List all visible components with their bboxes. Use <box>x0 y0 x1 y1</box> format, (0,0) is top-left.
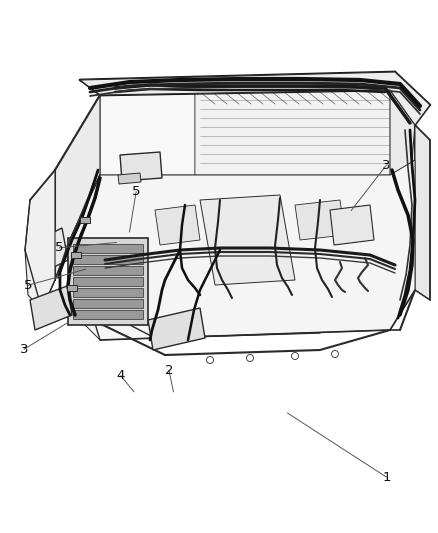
Polygon shape <box>30 286 72 330</box>
Polygon shape <box>155 205 200 245</box>
Bar <box>71 252 81 258</box>
Polygon shape <box>73 277 143 286</box>
Polygon shape <box>73 288 143 297</box>
Text: 5: 5 <box>55 241 64 254</box>
Bar <box>80 217 90 223</box>
Polygon shape <box>118 173 141 184</box>
Polygon shape <box>73 255 143 264</box>
Polygon shape <box>329 205 373 245</box>
Text: 1: 1 <box>381 471 390 483</box>
Polygon shape <box>120 152 162 181</box>
Polygon shape <box>148 308 205 350</box>
Circle shape <box>164 318 186 340</box>
Polygon shape <box>73 244 143 253</box>
Polygon shape <box>25 170 55 310</box>
Polygon shape <box>294 200 344 240</box>
Polygon shape <box>73 310 143 319</box>
Polygon shape <box>100 92 194 175</box>
Polygon shape <box>73 266 143 275</box>
Polygon shape <box>70 160 414 340</box>
Text: 4: 4 <box>116 369 125 382</box>
Polygon shape <box>200 195 294 285</box>
Text: 5: 5 <box>131 185 140 198</box>
Circle shape <box>40 297 62 319</box>
Text: 3: 3 <box>20 343 28 356</box>
Polygon shape <box>414 125 429 300</box>
Bar <box>67 285 77 291</box>
Text: 2: 2 <box>164 364 173 377</box>
Polygon shape <box>389 90 414 300</box>
Polygon shape <box>194 90 414 175</box>
Polygon shape <box>38 228 68 272</box>
Polygon shape <box>55 95 100 280</box>
Text: 3: 3 <box>381 159 390 172</box>
Polygon shape <box>68 238 148 325</box>
Polygon shape <box>73 299 143 308</box>
Circle shape <box>43 240 63 260</box>
Text: 5: 5 <box>24 279 33 292</box>
Polygon shape <box>80 72 429 125</box>
